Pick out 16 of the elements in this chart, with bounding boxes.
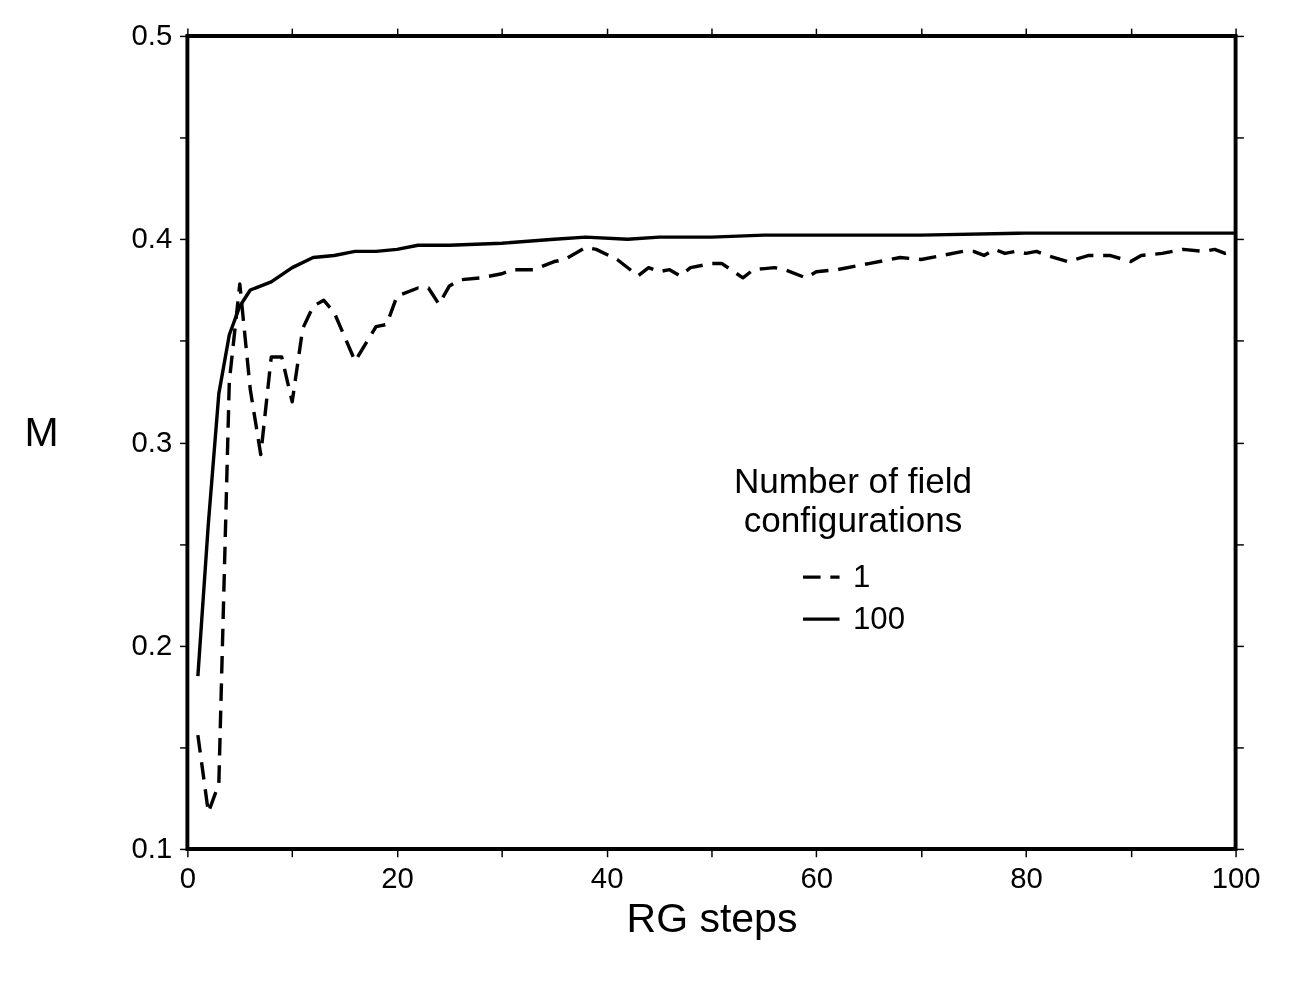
x-tick-label: 100 <box>1211 862 1261 895</box>
legend-label: 100 <box>853 600 906 636</box>
y-tick-label: 0.2 <box>131 628 173 661</box>
x-tick-label: 20 <box>381 862 414 895</box>
legend-title: Number of field configurations <box>733 460 973 539</box>
x-axis-title: RG steps <box>626 895 798 942</box>
y-axis-title: M <box>24 408 59 455</box>
y-tick-label: 0.1 <box>131 832 173 865</box>
y-tick-label: 0.4 <box>131 222 173 255</box>
x-tick-label: 40 <box>590 862 624 895</box>
x-tick-label: 0 <box>179 862 197 895</box>
y-tick-label: 0.5 <box>131 19 173 52</box>
y-tick-label: 0.3 <box>131 425 173 458</box>
x-tick-label: 80 <box>1010 862 1043 895</box>
legend-label: 1 <box>853 558 871 594</box>
x-tick-label: 60 <box>800 862 834 895</box>
